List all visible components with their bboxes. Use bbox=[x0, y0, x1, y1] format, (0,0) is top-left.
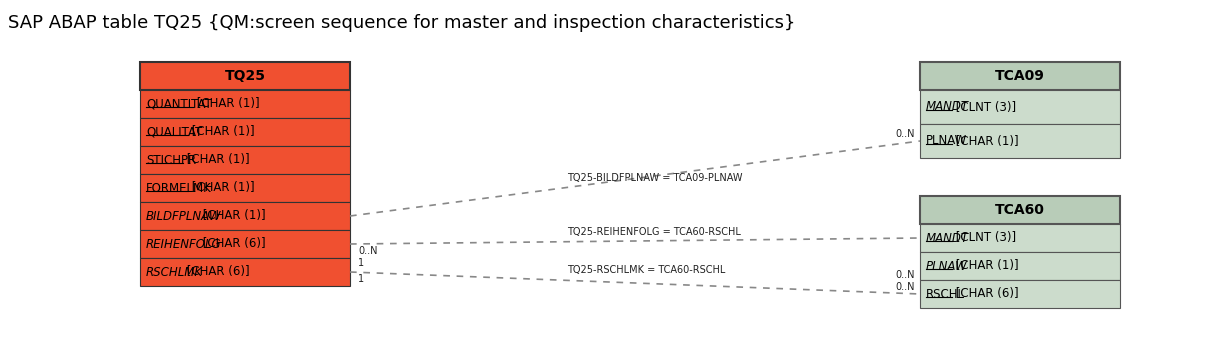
Bar bbox=[140, 230, 350, 258]
Text: TQ25-BILDFPLNAW = TCA09-PLNAW: TQ25-BILDFPLNAW = TCA09-PLNAW bbox=[567, 172, 742, 183]
Text: QUALITAT: QUALITAT bbox=[146, 125, 202, 139]
Text: [CHAR (1)]: [CHAR (1)] bbox=[183, 153, 249, 167]
Text: TQ25-RSCHLMK = TCA60-RSCHL: TQ25-RSCHLMK = TCA60-RSCHL bbox=[567, 265, 725, 275]
Bar bbox=[140, 202, 350, 230]
Text: [CHAR (1)]: [CHAR (1)] bbox=[188, 125, 255, 139]
Bar bbox=[140, 90, 350, 118]
Text: [CHAR (1)]: [CHAR (1)] bbox=[952, 260, 1018, 272]
Text: FORMELMK: FORMELMK bbox=[146, 182, 212, 194]
Text: MANDT: MANDT bbox=[926, 232, 969, 244]
Text: [CHAR (1)]: [CHAR (1)] bbox=[188, 182, 255, 194]
Text: 1: 1 bbox=[358, 274, 364, 284]
Text: STICHPR: STICHPR bbox=[146, 153, 196, 167]
Bar bbox=[920, 62, 1120, 90]
Text: 0..N: 0..N bbox=[896, 129, 915, 139]
Text: TQ25: TQ25 bbox=[225, 69, 265, 83]
Bar bbox=[140, 62, 350, 90]
Bar bbox=[140, 174, 350, 202]
Text: 0..N
0..N: 0..N 0..N bbox=[896, 270, 915, 292]
Bar bbox=[920, 124, 1120, 158]
Bar bbox=[920, 196, 1120, 224]
Text: RSCHL: RSCHL bbox=[926, 288, 964, 300]
Bar bbox=[920, 90, 1120, 124]
Text: PLNAW: PLNAW bbox=[926, 260, 968, 272]
Text: [CHAR (1)]: [CHAR (1)] bbox=[199, 210, 265, 222]
Text: [CHAR (6)]: [CHAR (6)] bbox=[199, 238, 265, 250]
Bar bbox=[140, 146, 350, 174]
Text: 0..N
1: 0..N 1 bbox=[358, 246, 378, 268]
Bar bbox=[140, 118, 350, 146]
Bar bbox=[920, 224, 1120, 252]
Text: TCA09: TCA09 bbox=[995, 69, 1045, 83]
Bar bbox=[140, 258, 350, 286]
Text: [CHAR (1)]: [CHAR (1)] bbox=[952, 135, 1018, 147]
Text: BILDFPLNAW: BILDFPLNAW bbox=[146, 210, 222, 222]
Text: TQ25-REIHENFOLG = TCA60-RSCHL: TQ25-REIHENFOLG = TCA60-RSCHL bbox=[567, 227, 740, 237]
Text: [CHAR (6)]: [CHAR (6)] bbox=[952, 288, 1018, 300]
Text: [CLNT (3)]: [CLNT (3)] bbox=[952, 100, 1016, 114]
Bar bbox=[920, 252, 1120, 280]
Text: TCA60: TCA60 bbox=[995, 203, 1045, 217]
Text: [CLNT (3)]: [CLNT (3)] bbox=[952, 232, 1016, 244]
Text: PLNAW: PLNAW bbox=[926, 135, 967, 147]
Text: MANDT: MANDT bbox=[926, 100, 969, 114]
Text: REIHENFOLG: REIHENFOLG bbox=[146, 238, 222, 250]
Text: RSCHLMK: RSCHLMK bbox=[146, 266, 204, 279]
Text: SAP ABAP table TQ25 {QM:screen sequence for master and inspection characteristic: SAP ABAP table TQ25 {QM:screen sequence … bbox=[9, 14, 795, 32]
Bar bbox=[920, 280, 1120, 308]
Text: QUANTITAT: QUANTITAT bbox=[146, 97, 212, 111]
Text: [CHAR (6)]: [CHAR (6)] bbox=[183, 266, 249, 279]
Text: [CHAR (1)]: [CHAR (1)] bbox=[194, 97, 260, 111]
